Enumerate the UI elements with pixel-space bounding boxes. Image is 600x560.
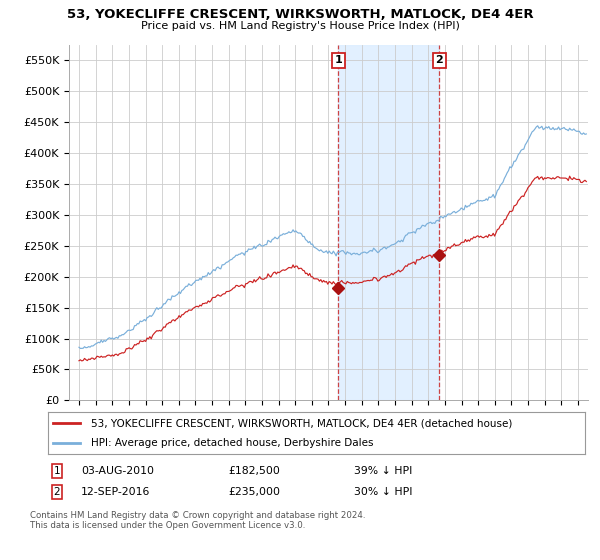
Bar <box>338 45 439 400</box>
Text: £235,000: £235,000 <box>228 487 280 497</box>
Text: Contains HM Land Registry data © Crown copyright and database right 2024.
This d: Contains HM Land Registry data © Crown c… <box>30 511 365 530</box>
Text: 2: 2 <box>53 487 61 497</box>
Text: 53, YOKECLIFFE CRESCENT, WIRKSWORTH, MATLOCK, DE4 4ER: 53, YOKECLIFFE CRESCENT, WIRKSWORTH, MAT… <box>67 8 533 21</box>
Text: 12-SEP-2016: 12-SEP-2016 <box>81 487 151 497</box>
Text: 53, YOKECLIFFE CRESCENT, WIRKSWORTH, MATLOCK, DE4 4ER (detached house): 53, YOKECLIFFE CRESCENT, WIRKSWORTH, MAT… <box>91 418 512 428</box>
Text: Price paid vs. HM Land Registry's House Price Index (HPI): Price paid vs. HM Land Registry's House … <box>140 21 460 31</box>
Text: £182,500: £182,500 <box>228 466 280 476</box>
Text: 1: 1 <box>53 466 61 476</box>
Text: 30% ↓ HPI: 30% ↓ HPI <box>354 487 413 497</box>
Text: 2: 2 <box>436 55 443 66</box>
Text: 03-AUG-2010: 03-AUG-2010 <box>81 466 154 476</box>
Text: 1: 1 <box>334 55 342 66</box>
Text: HPI: Average price, detached house, Derbyshire Dales: HPI: Average price, detached house, Derb… <box>91 438 373 448</box>
Text: 39% ↓ HPI: 39% ↓ HPI <box>354 466 412 476</box>
